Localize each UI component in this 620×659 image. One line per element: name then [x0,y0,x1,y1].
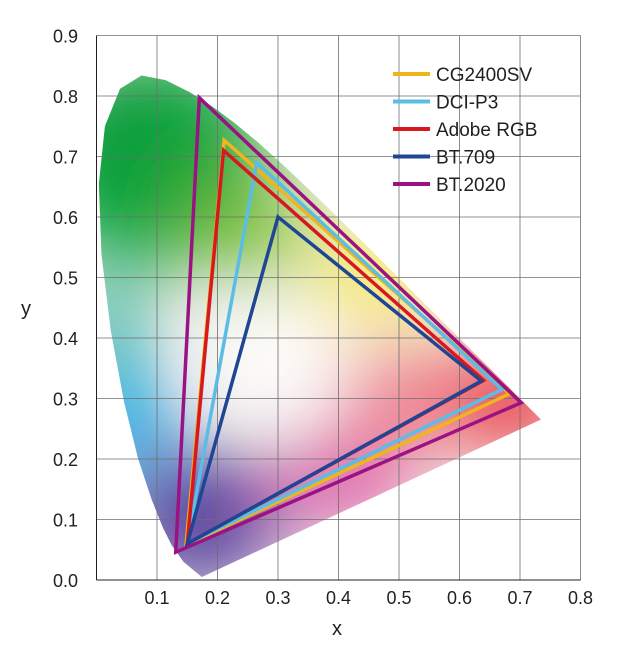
gamut-bt-709 [184,213,485,548]
gamut-bt-2020 [173,93,525,555]
x-axis-label: x [332,618,342,640]
legend-label-adobe-rgb: Adobe RGB [436,120,537,141]
y-tick-label: 0.1 [53,511,78,531]
x-tick-label: 0.7 [507,588,532,608]
legend-label-bt-2020: BT.2020 [436,175,506,196]
y-tick-label: 0.8 [53,87,78,107]
legend: CG2400SV DCI-P3 Adobe RGB BT.709 BT.2020 [393,65,537,196]
x-tick-label: 0.5 [386,588,411,608]
gamut-triangles [173,93,525,555]
y-tick-label: 0.9 [53,27,78,47]
y-axis-label: y [21,298,31,320]
y-tick-label: 0.3 [53,390,78,410]
y-tick-label: 0.2 [53,450,78,470]
y-tick-label: 0.7 [53,148,78,168]
legend-label-dci-p3: DCI-P3 [436,93,498,114]
legend-label-bt-709: BT.709 [436,148,495,169]
x-tick-label: 0.6 [447,588,472,608]
y-tick-label: 0.5 [53,269,78,289]
tick-labels: 0.1 0.2 0.3 0.4 0.5 0.6 0.7 0.8 0.0 0.1 0.2 0.3 0.4 0… [53,27,593,609]
gamut-dci-p3 [184,159,505,547]
x-tick-label: 0.4 [326,588,351,608]
x-tick-label: 0.1 [144,588,169,608]
x-tick-label: 0.8 [568,588,593,608]
y-tick-label: 0.4 [53,329,78,349]
x-tick-label: 0.2 [205,588,230,608]
axes [96,35,581,581]
y-tick-label: 0.6 [53,208,78,228]
grid-lines [96,35,581,580]
x-tick-label: 0.3 [265,588,290,608]
y-tick-label: 0.0 [53,571,78,591]
legend-label-cg2400sv: CG2400SV [436,65,532,86]
